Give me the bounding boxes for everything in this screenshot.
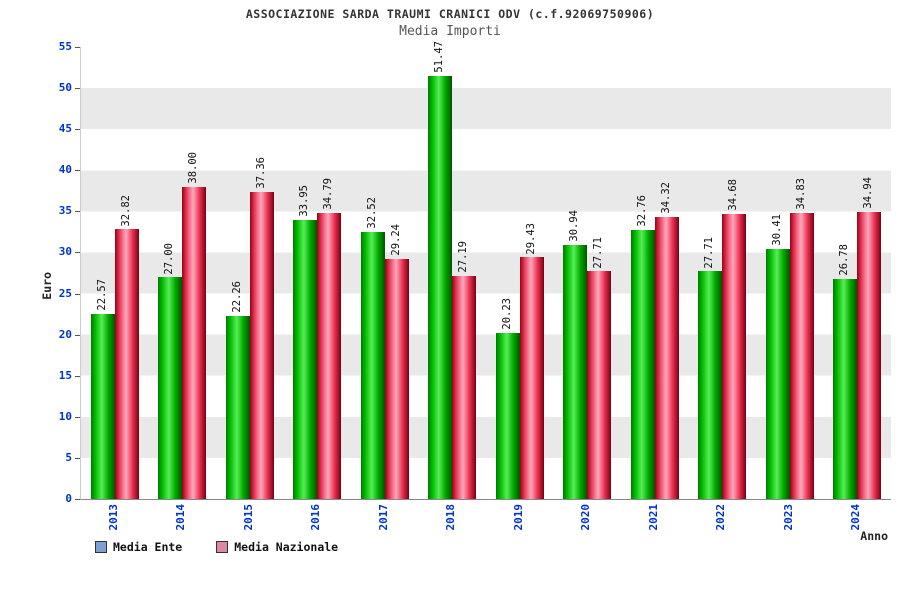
y-tick-label: 30 (58, 245, 72, 259)
y-tick-label: 10 (58, 409, 72, 423)
bar-media-ente-2019: 20.23 (495, 298, 520, 499)
x-tick-label-2013: 2013 (106, 504, 120, 531)
bar-value-label: 30.41 (770, 214, 783, 247)
x-tick-label-2016: 2016 (309, 504, 323, 531)
y-tick-mark (75, 457, 80, 459)
bar-value-label: 34.94 (862, 177, 875, 209)
bar-media-ente-2013: 22.57 (90, 279, 115, 499)
legend: Media Ente Media Nazionale (95, 540, 338, 554)
legend-item-media-nazionale: Media Nazionale (216, 540, 338, 554)
x-tick-label-2017: 2017 (376, 504, 390, 531)
y-tick-label: 20 (58, 327, 72, 341)
x-tick-label-2021: 2021 (646, 504, 660, 531)
legend-item-media-ente: Media Ente (95, 540, 182, 554)
bar-value-label: 20.23 (500, 298, 513, 330)
bar-value-label: 34.32 (659, 182, 672, 214)
y-tick-mark (75, 334, 80, 336)
bar-value-label: 51.47 (433, 41, 446, 74)
legend-label-media-ente: Media Ente (113, 540, 183, 554)
x-tick-label-2024: 2024 (849, 504, 863, 531)
bar-media-nazionale-2013: 32.82 (114, 195, 139, 499)
bar-media-ente-2023: 30.41 (765, 214, 790, 499)
bar-value-label: 32.52 (365, 197, 378, 229)
y-tick-mark (75, 211, 80, 213)
bar-value-label: 38.00 (187, 152, 200, 184)
x-tick-label-2022: 2022 (714, 504, 728, 531)
bar-value-label: 32.76 (635, 195, 648, 227)
bar-media-ente-2022: 27.71 (698, 237, 723, 499)
bar-value-label: 29.24 (389, 224, 402, 256)
bar-media-ente-2014: 27.00 (158, 243, 183, 499)
bar-value-label: 22.26 (230, 281, 243, 314)
bar-media-ente-2021: 32.76 (630, 195, 655, 499)
y-tick-mark (75, 170, 80, 172)
y-tick-mark (75, 252, 80, 254)
bar-media-nazionale-2017: 29.24 (384, 224, 409, 499)
bar-media-nazionale-2020: 27.71 (587, 237, 612, 499)
bar-media-nazionale-2014: 38.00 (182, 152, 207, 499)
y-tick-label: 25 (58, 286, 72, 300)
bar-media-ente-2020: 30.94 (563, 210, 588, 499)
bar-media-nazionale-2024: 34.94 (857, 177, 882, 499)
bar-value-label: 34.68 (727, 179, 740, 211)
x-tick-label-2018: 2018 (444, 504, 458, 531)
bar-media-nazionale-2019: 29.43 (519, 223, 544, 499)
y-tick-label: 35 (58, 204, 72, 218)
bar-media-nazionale-2023: 34.83 (789, 178, 814, 499)
y-tick-mark (75, 375, 80, 377)
bar-value-label: 34.83 (794, 178, 807, 210)
y-tick-mark (75, 416, 80, 418)
bar-media-ente-2016: 33.95 (293, 185, 318, 499)
bar-media-ente-2015: 22.26 (225, 281, 250, 499)
bar-media-nazionale-2022: 34.68 (722, 179, 747, 499)
bar-media-ente-2024: 26.78 (833, 244, 858, 499)
legend-marker-media-ente (95, 541, 107, 553)
bar-media-ente-2018: 51.47 (428, 41, 453, 499)
y-tick-label: 55 (58, 40, 72, 53)
x-axis-title: Anno (860, 529, 888, 543)
chart-subtitle: Media Importi (399, 24, 501, 39)
bar-media-nazionale-2018: 27.19 (452, 241, 477, 499)
legend-marker-media-nazionale (216, 541, 229, 553)
y-tick-mark (75, 129, 80, 131)
legend-label-media-nazionale: Media Nazionale (234, 540, 339, 554)
bar-value-label: 27.71 (592, 236, 605, 269)
x-tick-label-2015: 2015 (241, 504, 255, 531)
y-tick-mark (75, 499, 80, 500)
bar-value-label: 27.71 (703, 236, 716, 269)
bar-value-label: 29.43 (524, 222, 537, 255)
bar-value-label: 30.94 (568, 210, 581, 242)
bar-value-label: 33.95 (298, 185, 311, 217)
y-tick-label: 45 (58, 122, 72, 136)
bar-value-label: 27.19 (457, 240, 470, 273)
y-tick-label: 15 (58, 368, 72, 382)
y-tick-mark (75, 293, 80, 295)
chart-title: ASSOCIAZIONE SARDA TRAUMI CRANICI ODV (c… (245, 7, 655, 21)
plot-area: 22.57 32.82 27.00 38.00 22.26 37.36 33.95 34.79… (80, 41, 891, 500)
bar-media-nazionale-2015: 37.36 (249, 157, 274, 499)
x-tick-label-2014: 2014 (174, 504, 188, 531)
bar-value-label: 27.00 (163, 242, 176, 275)
bar-value-label: 37.36 (254, 157, 267, 189)
x-tick-label-2019: 2019 (511, 504, 525, 531)
bar-media-nazionale-2021: 34.32 (654, 182, 679, 499)
y-tick-label: 40 (58, 163, 72, 177)
x-tick-label-2020: 2020 (579, 504, 593, 531)
y-tick-label: 5 (65, 450, 72, 464)
bar-media-nazionale-2016: 34.79 (317, 178, 342, 499)
bar-value-label: 26.78 (838, 244, 851, 276)
x-tick-label-2023: 2023 (781, 504, 795, 531)
y-tick-label: 0 (65, 492, 72, 505)
bar-value-label: 34.79 (322, 178, 335, 211)
y-tick-label: 50 (58, 81, 72, 95)
y-tick-mark (75, 47, 80, 48)
bar-value-label: 22.57 (95, 278, 108, 311)
bar-value-label: 32.82 (119, 194, 132, 227)
y-tick-mark (75, 88, 80, 90)
bar-media-ente-2017: 32.52 (360, 197, 385, 499)
